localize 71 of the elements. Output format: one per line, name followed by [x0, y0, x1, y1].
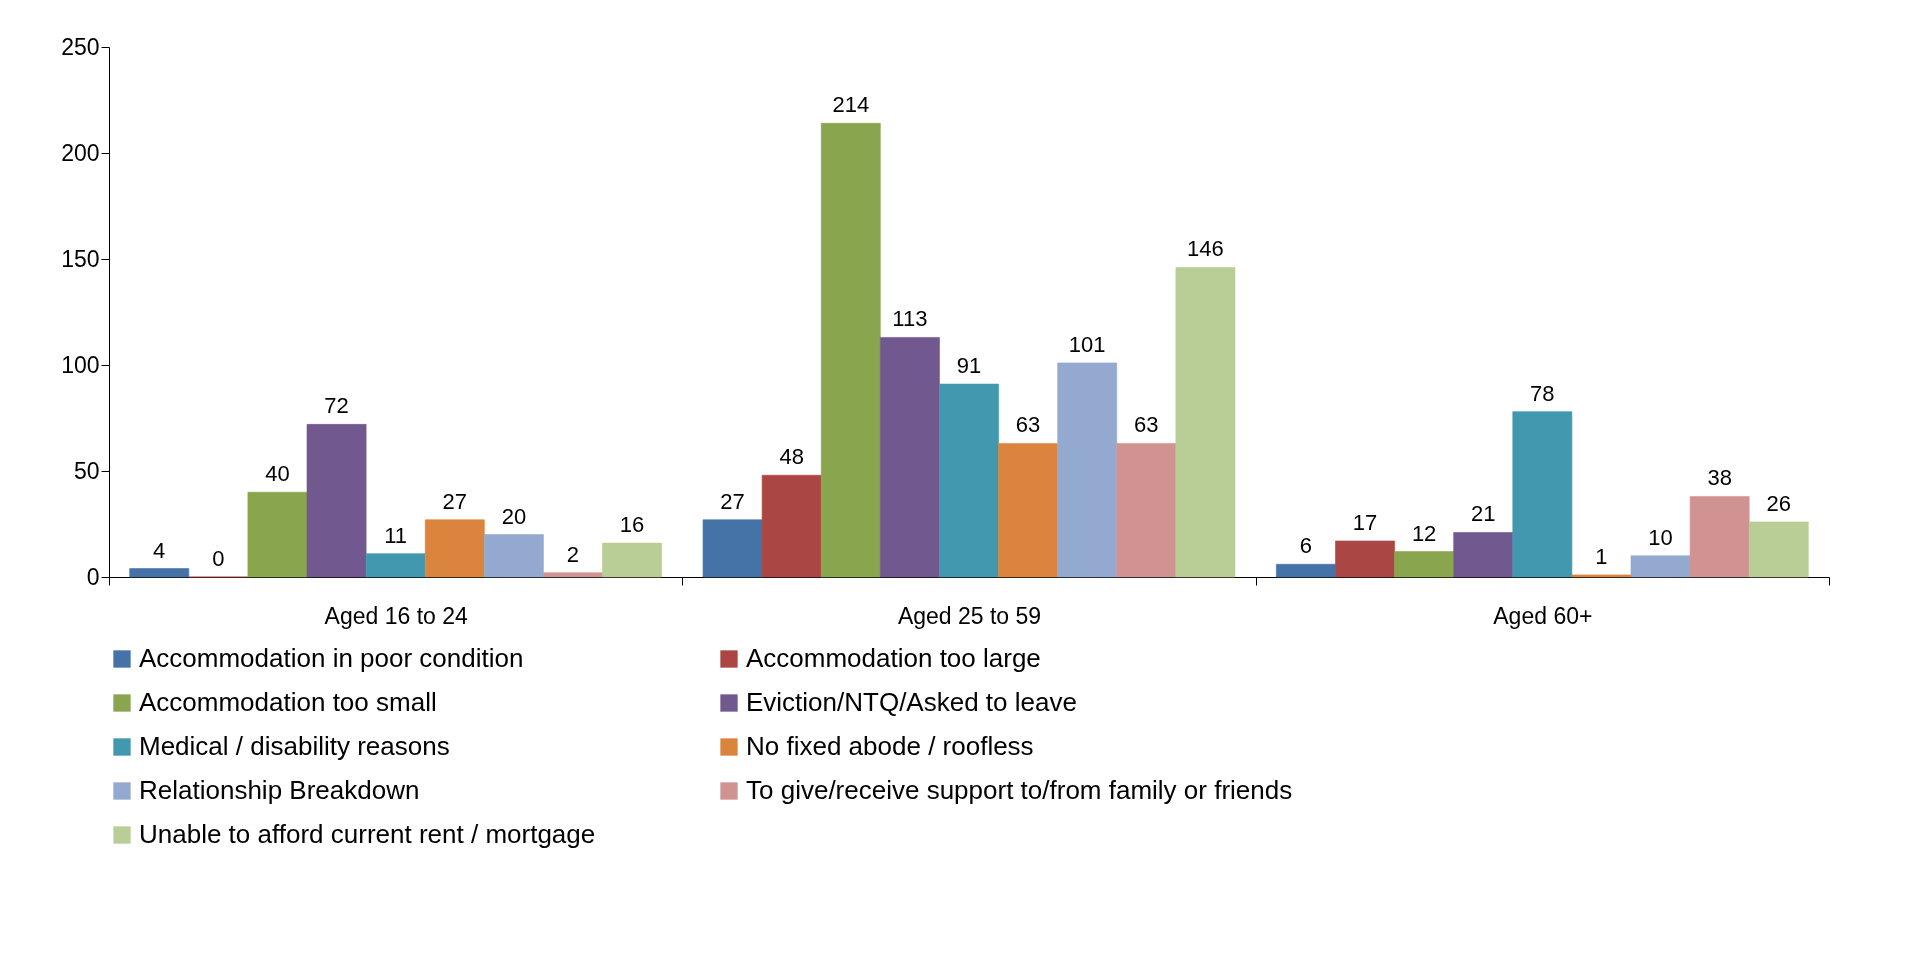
bar — [998, 443, 1058, 578]
bar — [306, 424, 367, 578]
bar — [1512, 411, 1573, 578]
data-label: 63 — [1134, 412, 1159, 438]
bar — [820, 123, 881, 578]
bar — [1175, 267, 1236, 578]
data-label: 78 — [1530, 380, 1555, 406]
data-label: 16 — [619, 512, 645, 538]
bar — [702, 519, 763, 578]
data-label: 72 — [324, 393, 349, 419]
data-label: 27 — [442, 488, 468, 514]
legend-label: Accommodation too large — [746, 643, 1041, 673]
data-label: 2 — [566, 541, 580, 567]
legend-label: To give/receive support to/from family or friends — [746, 775, 1293, 805]
data-label: 12 — [1411, 520, 1437, 546]
legend-label: No fixed abode / roofless — [746, 731, 1034, 761]
x-tick-label: Aged 25 to 59 — [897, 602, 1042, 629]
data-label: 11 — [384, 522, 408, 548]
legend-label: Accommodation in poor condition — [139, 643, 524, 673]
y-tick-label: 200 — [61, 139, 100, 166]
bar — [1748, 521, 1809, 578]
bar — [484, 534, 544, 578]
legend-label: Relationship Breakdown — [139, 775, 420, 805]
y-tick-label: 50 — [73, 457, 100, 484]
bar — [1116, 443, 1177, 578]
data-label: 1 — [1595, 543, 1608, 569]
bar — [1335, 540, 1395, 578]
bar — [939, 383, 999, 578]
legend-label: Eviction/NTQ/Asked to leave — [746, 687, 1077, 717]
data-label: 214 — [832, 92, 870, 118]
bar — [543, 572, 603, 578]
y-tick-label: 150 — [61, 245, 100, 272]
bar — [880, 337, 940, 578]
data-label: 48 — [779, 444, 804, 470]
data-label: 20 — [501, 503, 527, 529]
data-label: 101 — [1068, 331, 1106, 357]
data-label: 0 — [212, 546, 225, 571]
data-label: 38 — [1707, 465, 1732, 491]
bar — [1571, 574, 1632, 578]
data-label: 6 — [1299, 533, 1313, 559]
bar — [365, 553, 426, 578]
data-label: 40 — [265, 461, 290, 487]
data-label: 146 — [1187, 236, 1224, 262]
bar — [247, 491, 308, 578]
data-label: 10 — [1648, 524, 1673, 550]
data-label: 91 — [956, 353, 982, 379]
legend-label: Medical / disability reasons — [139, 731, 450, 761]
y-tick-label: 0 — [86, 563, 100, 590]
data-label: 27 — [720, 488, 745, 514]
legend-label: Unable to afford current rent / mortgage — [139, 819, 596, 849]
bar — [602, 542, 662, 578]
bar — [1394, 551, 1454, 578]
bar — [1453, 532, 1514, 578]
data-label: 63 — [1015, 412, 1041, 438]
legend-label: Accommodation too small — [139, 687, 437, 717]
bar — [1630, 555, 1691, 578]
bar — [424, 519, 485, 578]
data-label: 17 — [1352, 509, 1378, 535]
bar — [1276, 563, 1336, 578]
data-label: 21 — [1470, 501, 1496, 527]
bar — [1057, 362, 1118, 578]
x-tick-label: Aged 16 to 24 — [324, 602, 468, 629]
x-tick-label: Aged 60+ — [1493, 602, 1593, 629]
data-label: 26 — [1766, 490, 1791, 516]
bar — [129, 568, 190, 578]
bar — [761, 474, 822, 578]
data-label: 113 — [892, 306, 928, 332]
y-tick-label: 100 — [61, 351, 100, 378]
y-tick-label: 250 — [61, 33, 100, 60]
data-label: 4 — [153, 537, 166, 563]
bar — [1689, 496, 1750, 578]
